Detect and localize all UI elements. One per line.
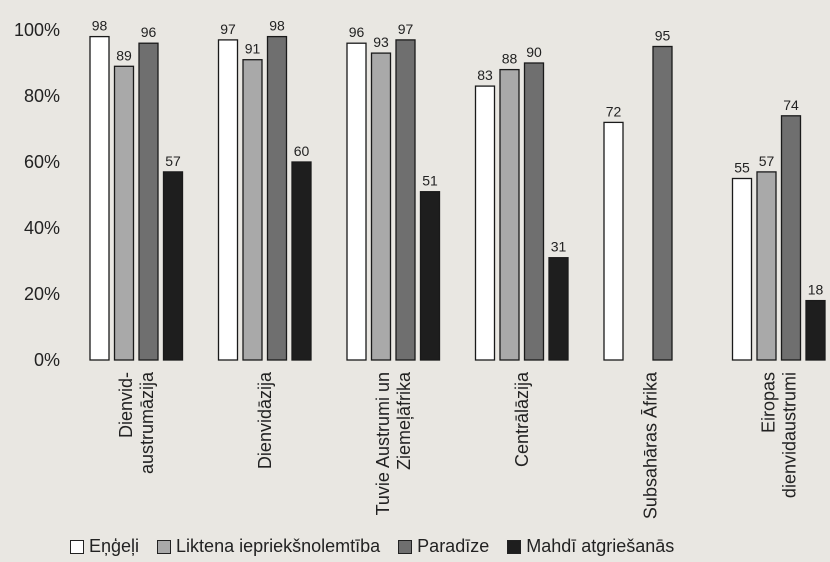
category-label-line: Dienvidāzija bbox=[255, 371, 275, 469]
data-label: 89 bbox=[116, 47, 132, 63]
data-label: 91 bbox=[245, 41, 261, 57]
bar bbox=[370, 52, 392, 361]
bars bbox=[89, 35, 826, 361]
data-label: 96 bbox=[141, 24, 157, 40]
data-label: 97 bbox=[398, 21, 414, 37]
legend-item: Eņģeļi bbox=[70, 536, 139, 557]
bar bbox=[138, 42, 159, 361]
legend-swatch bbox=[70, 539, 84, 554]
category-labels: Dienvid-austrumāzija Dienvidāzija Tuvie Au… bbox=[116, 371, 800, 519]
category-label: Tuvie Austrumi unZiemeļāfrika bbox=[373, 371, 414, 515]
category-label-line: Subsahāras Āfrika bbox=[640, 371, 660, 519]
bar bbox=[756, 171, 777, 361]
bar bbox=[162, 171, 184, 361]
bar bbox=[266, 35, 288, 361]
legend-item: Liktena iepriekšnolemtība bbox=[157, 536, 380, 557]
data-label: 83 bbox=[477, 67, 493, 83]
bar bbox=[419, 191, 441, 361]
legend-label: Liktena iepriekšnolemtība bbox=[176, 536, 381, 556]
data-label: 97 bbox=[220, 21, 236, 37]
category-label-line: Tuvie Austrumi un bbox=[373, 372, 393, 515]
category-label-line: Dienvid- bbox=[116, 372, 136, 438]
bar bbox=[89, 35, 110, 361]
data-label: 98 bbox=[269, 18, 285, 34]
data-label: 60 bbox=[294, 143, 310, 159]
bar bbox=[395, 39, 416, 361]
legend-swatch bbox=[398, 539, 413, 554]
bar bbox=[242, 59, 263, 361]
category-label: Eiropasdienvidaustrumi bbox=[758, 372, 799, 498]
bar bbox=[548, 257, 569, 361]
bar bbox=[805, 299, 826, 361]
data-label: 96 bbox=[349, 24, 365, 40]
y-tick-label: 40% bbox=[24, 218, 60, 238]
legend-item: Paradīze bbox=[398, 536, 489, 557]
legend: Eņģeļi Liktena iepriekšnolemtība Paradīze M… bbox=[70, 536, 830, 557]
data-label: 18 bbox=[808, 282, 824, 298]
category-label: Subsahāras Āfrika bbox=[640, 371, 660, 519]
y-axis: 0% 20% 40% 60% 80% 100% bbox=[14, 20, 60, 370]
bar bbox=[217, 39, 239, 361]
data-label: 98 bbox=[92, 18, 108, 34]
category-label-line: austrumāzija bbox=[137, 371, 157, 474]
data-label: 74 bbox=[783, 97, 799, 113]
data-label: 93 bbox=[373, 34, 389, 50]
category-label-line: Eiropas bbox=[758, 372, 778, 433]
y-tick-label: 80% bbox=[24, 86, 60, 106]
data-label: 31 bbox=[551, 239, 567, 255]
bar bbox=[499, 68, 520, 361]
data-label: 57 bbox=[165, 153, 181, 169]
legend-label: Eņģeļi bbox=[89, 536, 140, 556]
data-label: 51 bbox=[422, 173, 438, 189]
data-label: 72 bbox=[606, 103, 622, 119]
category-label-line: Centrālāzija bbox=[512, 371, 532, 467]
legend-swatch bbox=[157, 539, 172, 554]
bar bbox=[474, 85, 496, 361]
data-label: 95 bbox=[655, 28, 671, 44]
category-label: Dienvid-austrumāzija bbox=[116, 371, 157, 474]
category-label-line: dienvidaustrumi bbox=[779, 372, 799, 498]
legend-label: Mahdī atgriešanās bbox=[526, 536, 675, 556]
bar bbox=[603, 121, 624, 361]
y-tick-label: 0% bbox=[34, 350, 60, 370]
y-tick-label: 20% bbox=[24, 284, 60, 304]
y-tick-label: 60% bbox=[24, 152, 60, 172]
legend-item: Mahdī atgriešanās bbox=[507, 536, 674, 557]
category-label: Centrālāzija bbox=[512, 371, 532, 467]
data-label: 55 bbox=[734, 160, 750, 176]
legend-swatch bbox=[507, 539, 522, 554]
bar bbox=[113, 65, 135, 361]
data-label: 90 bbox=[526, 44, 542, 60]
bar bbox=[346, 42, 367, 361]
bar bbox=[652, 45, 673, 361]
legend-label: Paradīze bbox=[417, 536, 490, 556]
bar bbox=[731, 177, 753, 361]
data-label: 88 bbox=[502, 51, 518, 67]
bar bbox=[780, 115, 802, 361]
data-labels: 98 89 96 57 97 91 98 60 96 93 97 51 83 88 90 31 72 95 55 57… bbox=[92, 18, 824, 298]
category-label: Dienvidāzija bbox=[255, 371, 275, 469]
bar-chart: 0%20%40%60%80%100% 988996579791986096939… bbox=[14, 18, 826, 519]
category-label-line: Ziemeļāfrika bbox=[394, 371, 414, 470]
bar bbox=[523, 62, 545, 361]
data-label: 57 bbox=[759, 153, 775, 169]
y-tick-label: 100% bbox=[14, 20, 60, 40]
bar bbox=[291, 161, 312, 361]
